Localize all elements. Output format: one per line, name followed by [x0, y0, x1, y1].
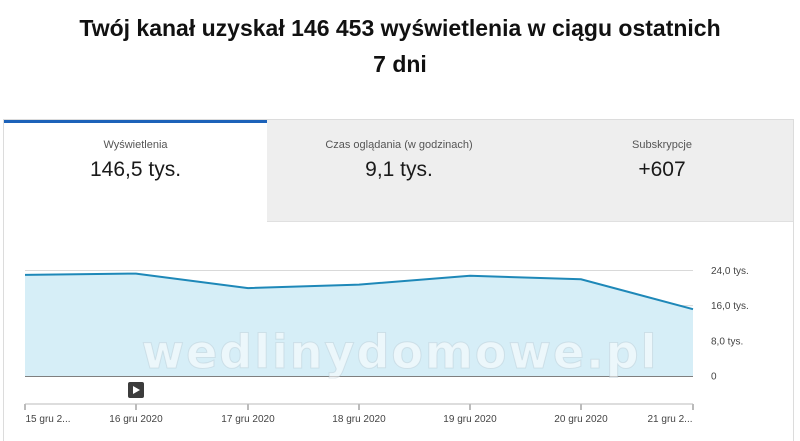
tab-subscriptions-value: +607 — [638, 158, 686, 181]
tab-watch-time-value: 9,1 tys. — [365, 158, 433, 181]
x-tick-label: 21 gru 2... — [647, 414, 692, 425]
headline-line-1: Twój kanał uzyskał 146 453 wyświetlenia … — [79, 15, 721, 41]
metric-tabs: Wyświetlenia 146,5 tys. Czas oglądania (… — [4, 120, 793, 222]
x-tick-label: 20 gru 2020 — [554, 414, 608, 425]
tab-views[interactable]: Wyświetlenia 146,5 tys. — [4, 120, 267, 222]
y-axis-ticks: 24,0 tys. 16,0 tys. 8,0 tys. 0 — [711, 266, 749, 383]
series-area-fill — [25, 273, 693, 376]
tab-views-label: Wyświetlenia — [103, 139, 168, 151]
x-axis-ticks: 15 gru 2... 16 gru 2020 17 gru 2020 18 gru … — [24, 403, 694, 425]
tab-watch-time[interactable]: Czas oglądania (w godzinach) 9,1 tys. — [267, 120, 531, 222]
play-icon[interactable] — [128, 382, 144, 398]
x-tick-label: 19 gru 2020 — [443, 414, 497, 425]
y-tick-label: 24,0 tys. — [711, 266, 749, 277]
play-icon-triangle — [133, 386, 140, 394]
tab-watch-time-label: Czas oglądania (w godzinach) — [325, 139, 473, 151]
tab-subscriptions-label: Subskrypcje — [632, 139, 692, 151]
tab-views-value: 146,5 tys. — [89, 158, 182, 181]
headline-line-2: 7 dni — [373, 51, 427, 77]
x-tick-label: 16 gru 2020 — [109, 414, 163, 425]
y-tick-label: 16,0 tys. — [711, 301, 749, 312]
x-tick-label: 15 gru 2... — [25, 414, 70, 425]
page-headline: Twój kanał uzyskał 146 453 wyświetlenia … — [40, 10, 760, 82]
x-tick-label: 17 gru 2020 — [221, 414, 275, 425]
y-tick-label: 8,0 tys. — [711, 336, 743, 347]
x-tick-label: 18 gru 2020 — [332, 414, 386, 425]
tab-subscriptions[interactable]: Subskrypcje +607 — [531, 120, 793, 222]
series-line — [24, 272, 694, 311]
y-tick-label: 0 — [711, 372, 717, 383]
